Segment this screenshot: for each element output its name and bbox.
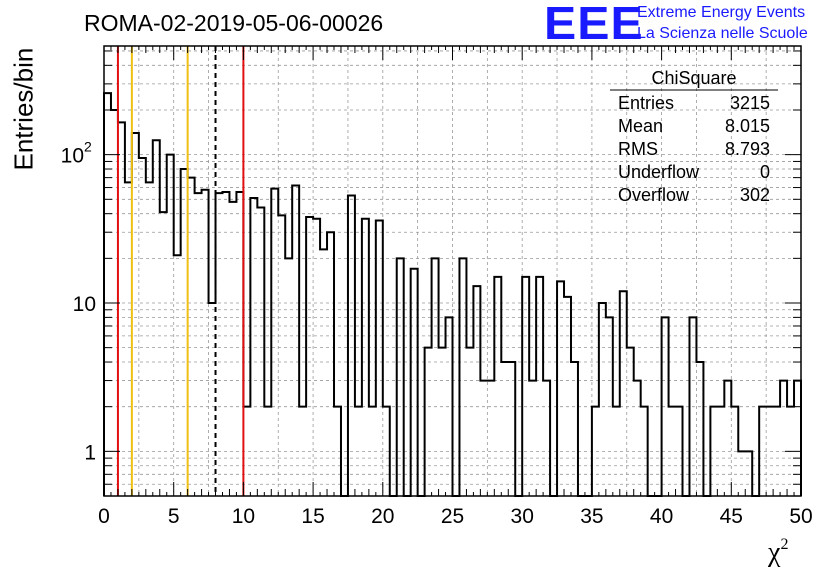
y-tick-label: 1 (84, 441, 96, 464)
logo-line-1: Extreme Energy Events (637, 4, 806, 21)
logo-line-2: La Scienza nelle Scuole (637, 25, 808, 42)
x-tick-label: 10 (232, 505, 255, 528)
chart-title: ROMA-02-2019-05-06-00026 (84, 10, 384, 36)
y-axis-label: Entries/bin (8, 47, 39, 171)
x-tick-label: 35 (580, 505, 603, 528)
x-tick-label: 25 (441, 505, 464, 528)
stats-row-overflow: Overflow 302 (618, 185, 770, 205)
stats-row-underflow: Underflow 0 (618, 162, 770, 182)
x-axis-label: χ2 (768, 536, 789, 568)
x-tick-label: 20 (371, 505, 394, 528)
x-tick-label: 5 (168, 505, 180, 528)
y-tick-label: 10 (73, 293, 96, 316)
x-tick-label: 40 (650, 505, 673, 528)
stats-row-entries: Entries 3215 (618, 93, 770, 113)
stats-row-rms: RMS 8.793 (618, 139, 770, 159)
x-tick-label: 30 (511, 505, 534, 528)
x-tick-label: 50 (789, 505, 812, 528)
x-tick-label: 0 (98, 505, 110, 528)
x-tick-label: 15 (301, 505, 324, 528)
y-tick-label-exponent: 2 (84, 139, 92, 155)
y-tick-label: 10 (61, 145, 84, 168)
stats-title: ChiSquare (651, 68, 737, 88)
x-tick-label: 45 (720, 505, 743, 528)
stats-row-mean: Mean 8.015 (618, 116, 770, 136)
eee-logo: EEE (544, 0, 644, 49)
